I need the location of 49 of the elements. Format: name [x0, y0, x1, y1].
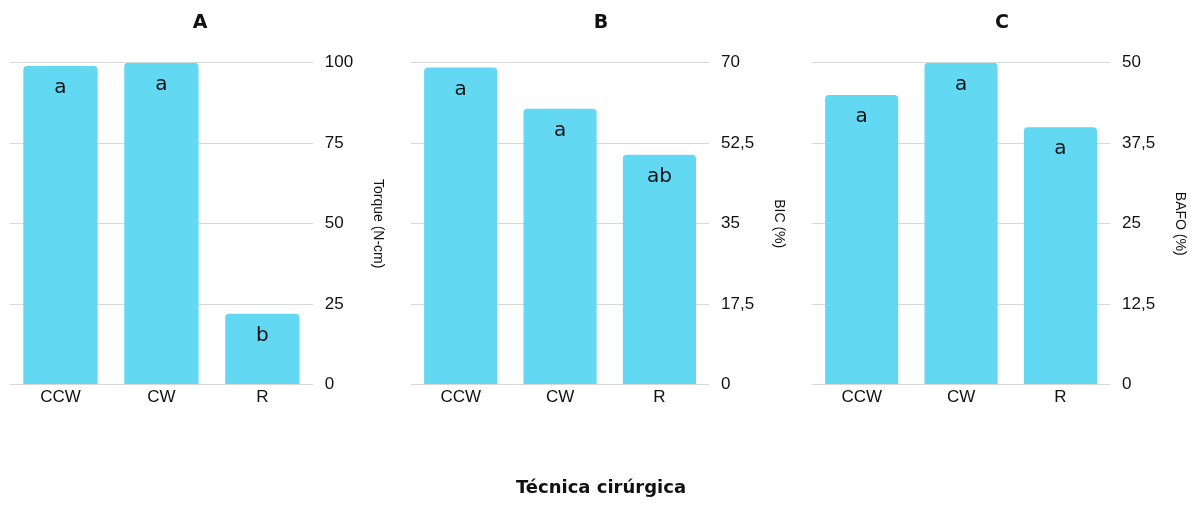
y-tick-label: 25	[1122, 213, 1142, 233]
y-axis-title: BAFO (%)	[1172, 191, 1189, 256]
chart-title: A	[192, 10, 208, 33]
y-tick-label: 52,5	[721, 132, 755, 152]
y-tick-label: 100	[324, 52, 354, 72]
chart-title: C	[995, 10, 1009, 33]
x-tick-label: R	[1054, 387, 1067, 407]
annotation: a	[553, 116, 567, 141]
annotation: a	[855, 103, 868, 128]
bar	[225, 313, 300, 385]
bar	[1023, 127, 1097, 385]
bar	[23, 66, 98, 385]
x-tick-label: R	[256, 387, 269, 407]
bar	[622, 154, 696, 385]
y-tick-label: 0	[1122, 374, 1132, 394]
x-axis-title: Técnica cirúrgica	[515, 476, 687, 497]
x-tick-label: R	[653, 387, 666, 407]
y-tick-label: 12,5	[1122, 293, 1156, 313]
y-tick-label: 37,5	[1122, 132, 1156, 152]
x-tick-label: CW	[545, 387, 575, 407]
annotation: b	[256, 322, 269, 347]
annotation: a	[954, 71, 968, 95]
x-tick-label: CW	[946, 387, 976, 407]
x-tick-label: CW	[147, 387, 176, 407]
annotation: a	[454, 75, 467, 100]
x-tick-label: CCW	[40, 387, 81, 407]
x-tick-label: CCW	[440, 387, 481, 407]
y-tick-label: 0	[324, 374, 335, 394]
bar	[424, 67, 498, 385]
y-tick-label: 17,5	[721, 293, 755, 313]
y-tick-label: 75	[324, 132, 344, 152]
bar	[825, 94, 899, 385]
annotation: a	[1054, 135, 1067, 160]
x-tick-label: CCW	[841, 387, 882, 407]
y-axis-title: Torque (N-cm)	[370, 178, 387, 269]
y-tick-label: 35	[721, 213, 741, 233]
y-tick-label: 0	[721, 374, 731, 394]
chart-title: B	[593, 10, 609, 33]
bar	[924, 62, 998, 385]
y-tick-label: 70	[721, 52, 741, 72]
bar	[523, 108, 597, 385]
y-axis-title: BIC (%)	[771, 199, 788, 249]
annotation: ab	[646, 162, 672, 187]
y-tick-label: 50	[324, 213, 344, 233]
bar	[124, 62, 199, 385]
annotation: a	[155, 71, 168, 95]
annotation: a	[54, 74, 67, 99]
y-tick-label: 25	[324, 293, 344, 313]
y-tick-label: 50	[1122, 52, 1142, 72]
